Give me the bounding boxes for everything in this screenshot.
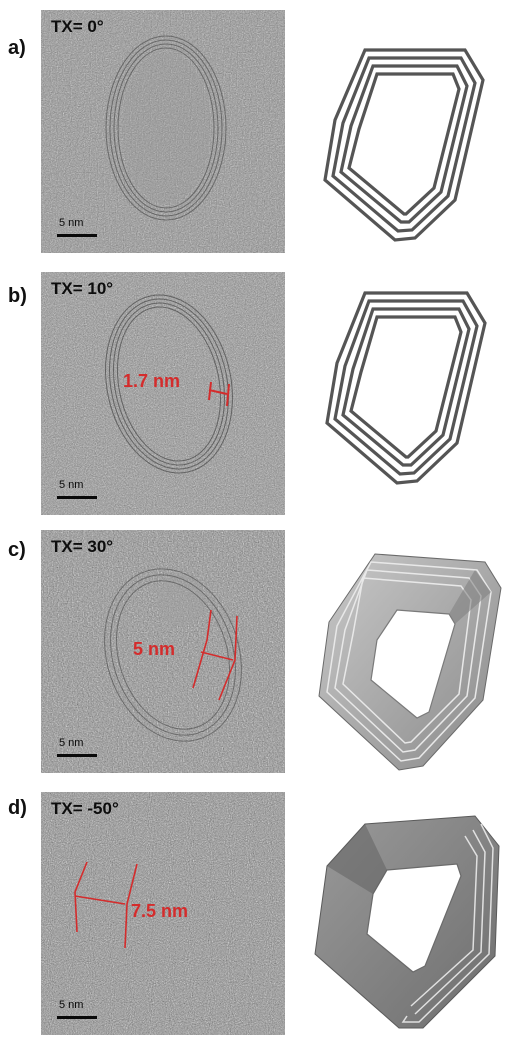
- tem-micrograph: TX= -50° 7.5 nm 5 nm: [41, 792, 285, 1035]
- panel-c: c) TX= 30° 5 nm 5 nm: [0, 528, 507, 778]
- scale-bar-line: [57, 1016, 97, 1019]
- tilted-shell-drawing: [314, 815, 500, 1029]
- tem-texture: [41, 10, 285, 253]
- tilt-angle-label: TX= 30°: [51, 537, 114, 556]
- tilted-shell-drawing: [318, 553, 502, 771]
- concentric-shell-drawing: [325, 291, 487, 485]
- scale-bar: 5 nm: [57, 479, 97, 501]
- scale-bar: 5 nm: [57, 737, 97, 759]
- tem-micrograph: TX= 30° 5 nm 5 nm: [41, 530, 285, 773]
- panel-letter: b): [8, 285, 27, 307]
- shell-model-3d: [305, 540, 505, 785]
- shell-model-2d: [305, 10, 505, 255]
- shell-model-2d: [305, 273, 505, 518]
- tem-texture: [41, 530, 285, 773]
- panel-b: b) TX= 10° 1.7 nm 5 nm: [0, 268, 507, 518]
- shell-model-3d: [305, 796, 505, 1041]
- concentric-shell-drawing: [323, 48, 485, 242]
- scale-bar-label: 5 nm: [59, 479, 84, 491]
- scale-bar: 5 nm: [57, 217, 97, 239]
- panel-letter: a): [8, 37, 26, 59]
- tilt-angle-label: TX= 10°: [51, 279, 114, 298]
- panel-letter: c): [8, 539, 26, 561]
- shell-thickness-measurement: 1.7 nm: [123, 371, 181, 391]
- scale-bar-line: [57, 754, 97, 757]
- scale-bar-label: 5 nm: [59, 217, 84, 229]
- tem-micrograph: TX= 10° 1.7 nm 5 nm: [41, 272, 285, 515]
- tilt-angle-label: TX= -50°: [51, 799, 119, 818]
- tem-texture: [41, 792, 285, 1035]
- tem-texture: [41, 272, 285, 515]
- scale-bar-line: [57, 234, 97, 237]
- scale-bar-label: 5 nm: [59, 737, 84, 749]
- panel-a: a) TX= 0° 5 nm: [0, 8, 507, 258]
- scale-bar: 5 nm: [57, 999, 97, 1021]
- shell-thickness-measurement: 5 nm: [133, 639, 176, 659]
- panel-letter: d): [8, 797, 27, 819]
- panel-d: d) TX= -50° 7.5 nm 5 nm: [0, 788, 507, 1038]
- scale-bar-line: [57, 496, 97, 499]
- tilt-angle-label: TX= 0°: [51, 17, 104, 36]
- scale-bar-label: 5 nm: [59, 999, 84, 1011]
- tem-micrograph: TX= 0° 5 nm: [41, 10, 285, 253]
- shell-thickness-measurement: 7.5 nm: [131, 901, 189, 921]
